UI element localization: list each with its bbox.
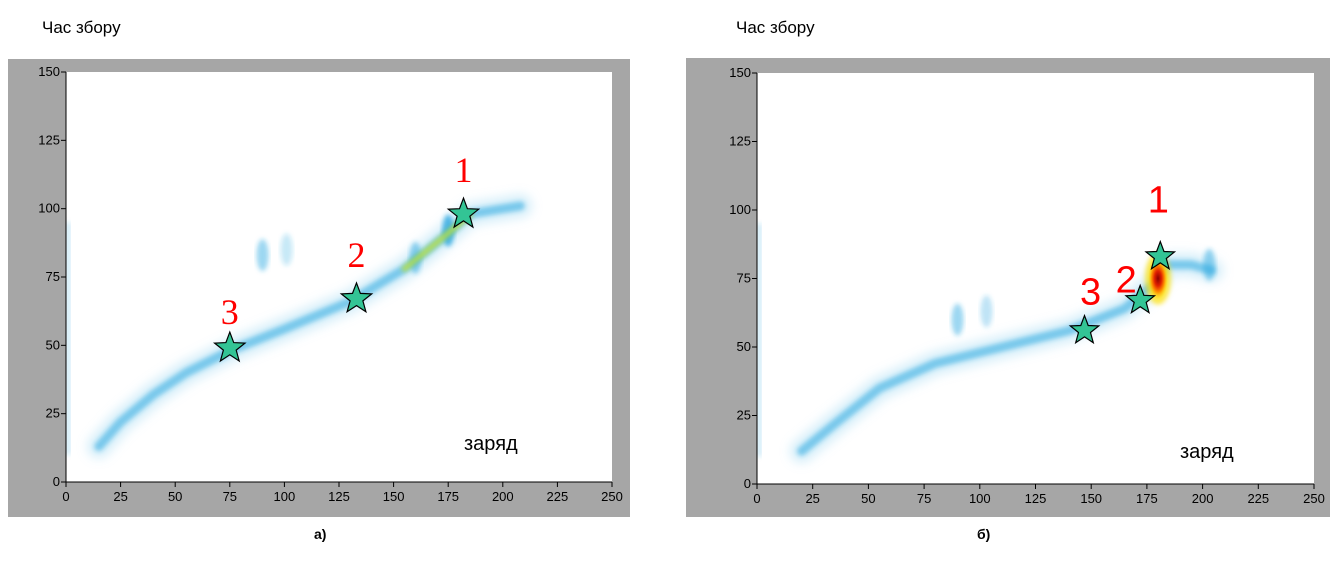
x-tick-label: 125	[1025, 491, 1047, 506]
panel-caption: а)	[314, 526, 327, 542]
density-blob	[256, 239, 269, 272]
density-layer	[67, 193, 533, 459]
x-tick-label: 0	[753, 491, 760, 506]
y-tick-label: 150	[729, 65, 751, 80]
density-blob	[980, 295, 993, 328]
marker-label-2: 2	[347, 235, 365, 275]
x-tick-label: 25	[113, 489, 127, 504]
star-marker-1	[1144, 239, 1177, 271]
y-tick-label: 75	[737, 271, 751, 286]
density-layer	[758, 223, 1224, 464]
density-blob	[280, 233, 293, 266]
y-tick-label: 150	[38, 64, 60, 79]
edge-streak	[758, 223, 761, 457]
chart-panel-a: Час збору 0 25 50 75 100 125 150 0 25 50 75 100 125 1…	[0, 0, 660, 572]
marker-label-1: 1	[454, 150, 472, 190]
y-axis-title: Час збору	[736, 18, 815, 37]
x-tick-label: 200	[492, 489, 514, 504]
y-tick-label: 100	[38, 201, 60, 216]
chart-panel-b: Час збору 0 25 50 75 100 125 150 0 25 50 75 100 125 1…	[680, 0, 1333, 572]
x-tick-label: 100	[969, 491, 991, 506]
x-tick-label: 50	[168, 489, 182, 504]
marker-label-2: 2	[1116, 259, 1137, 301]
star-marker-2	[339, 281, 374, 314]
y-tick-label: 25	[737, 408, 751, 423]
marker-label-3: 3	[221, 292, 239, 332]
y-tick-label: 25	[46, 406, 60, 421]
y-tick-label: 125	[729, 134, 751, 149]
x-tick-label: 175	[437, 489, 459, 504]
y-axis-title: Час збору	[42, 18, 121, 37]
x-tick-label: 50	[861, 491, 875, 506]
x-tick-label: 250	[1303, 491, 1325, 506]
panel-caption: б)	[977, 526, 991, 542]
edge-streak	[67, 222, 70, 455]
star-marker-3	[1068, 313, 1101, 345]
x-tick-label: 25	[805, 491, 819, 506]
x-tick-label: 125	[328, 489, 350, 504]
density-blob	[1203, 248, 1216, 281]
star-marker-3	[212, 330, 247, 363]
star-marker-1	[446, 196, 481, 229]
y-tick-label: 75	[46, 269, 60, 284]
y-tick-label: 0	[53, 474, 60, 489]
density-blob	[951, 303, 964, 336]
x-tick-label: 200	[1192, 491, 1214, 506]
marker-label-3: 3	[1080, 272, 1101, 314]
y-tick-label: 50	[46, 337, 60, 352]
x-tick-label: 100	[274, 489, 296, 504]
x-tick-label: 75	[223, 489, 237, 504]
y-tick-label: 50	[737, 339, 751, 354]
x-tick-label: 150	[383, 489, 405, 504]
x-tick-label: 225	[1247, 491, 1269, 506]
density-ridge	[797, 260, 1216, 456]
y-tick-label: 100	[729, 202, 751, 217]
x-tick-label: 250	[601, 489, 623, 504]
y-tick-label: 0	[744, 476, 751, 491]
x-tick-label: 225	[547, 489, 569, 504]
y-tick-label: 125	[38, 132, 60, 147]
marker-label-1: 1	[1148, 180, 1169, 222]
x-tick-label: 175	[1136, 491, 1158, 506]
x-tick-label: 150	[1080, 491, 1102, 506]
density-ridge	[94, 201, 525, 451]
plot-area	[66, 72, 612, 482]
x-axis-label: заряд	[464, 433, 518, 455]
x-tick-label: 0	[62, 489, 69, 504]
x-tick-label: 75	[917, 491, 931, 506]
star-marker-2	[1124, 283, 1157, 314]
x-axis-label: заряд	[1180, 441, 1234, 463]
